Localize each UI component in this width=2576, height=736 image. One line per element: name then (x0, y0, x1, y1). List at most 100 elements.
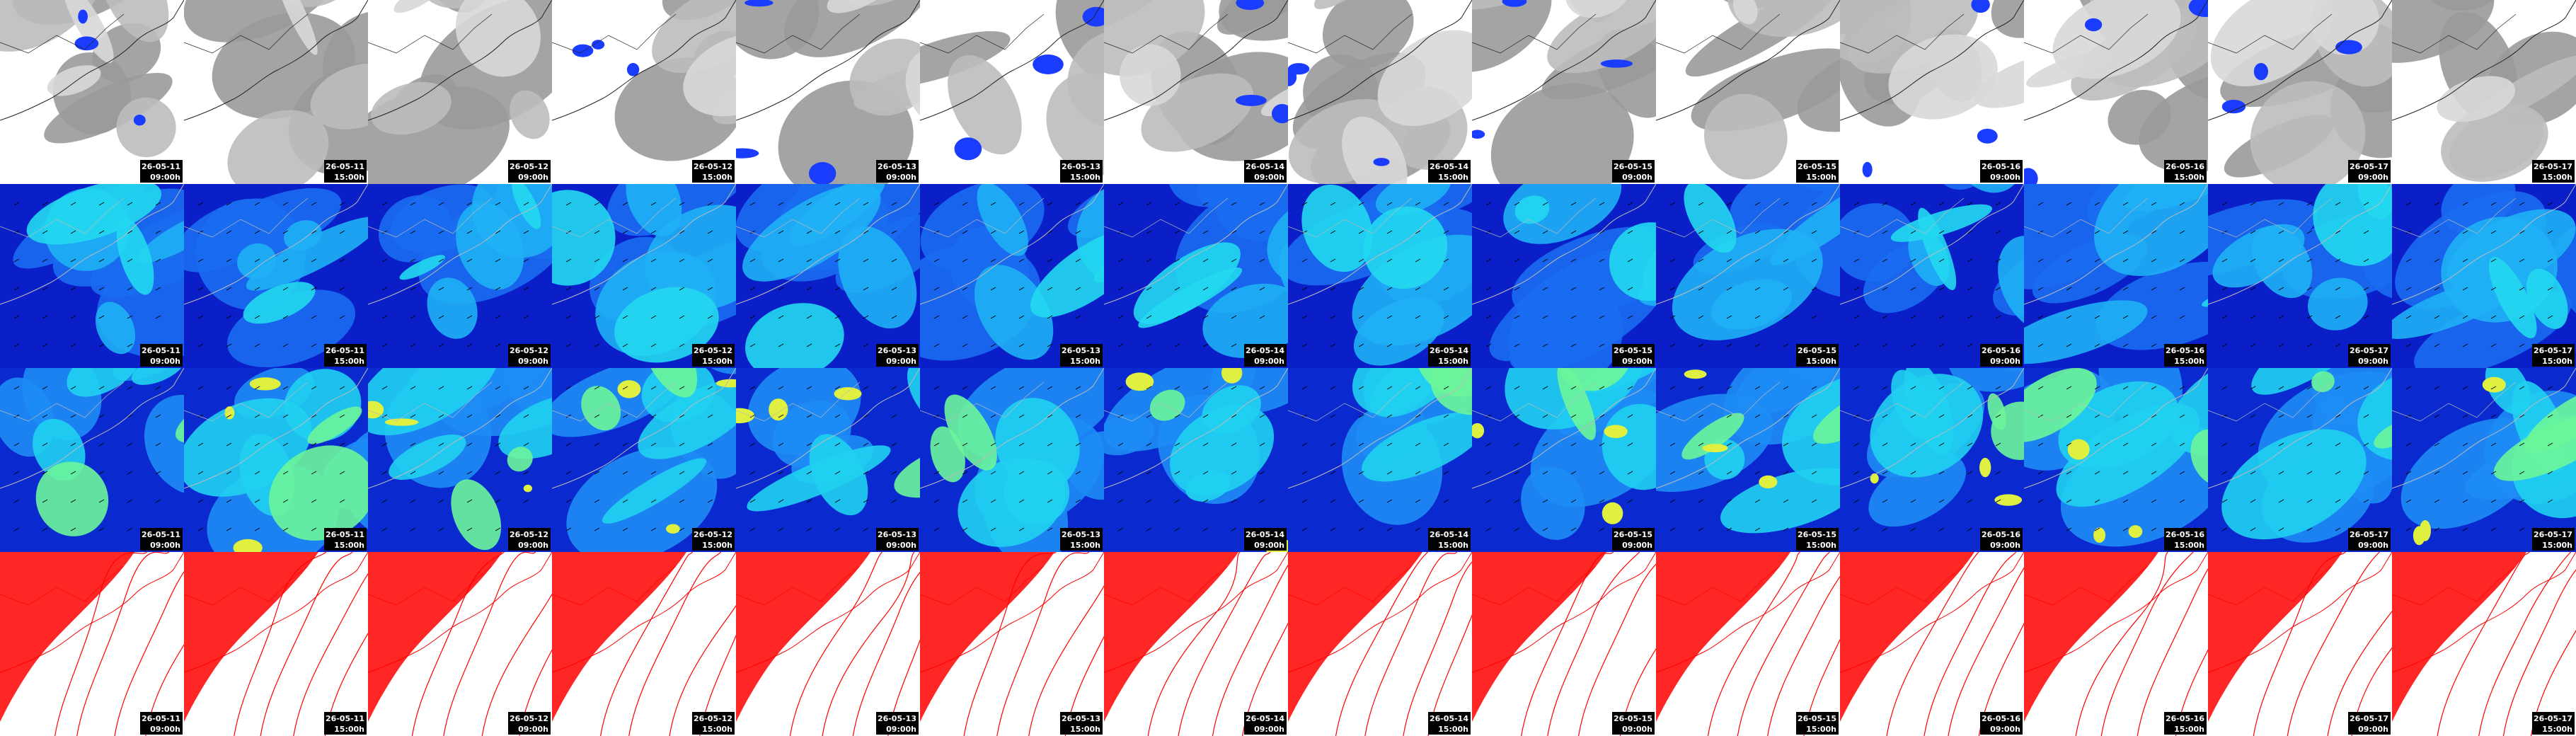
border (1472, 197, 1597, 238)
isobar (1064, 636, 1104, 736)
date-label: 26-05-15 (1798, 714, 1836, 723)
wind-barb (594, 258, 600, 263)
wind-barb (1882, 202, 1888, 206)
wind-barb (2037, 287, 2044, 291)
wind-barb (381, 258, 388, 263)
wind-barb (381, 202, 388, 206)
wind-barb (1627, 315, 1633, 319)
wind-barb (381, 414, 388, 418)
wind-barb (410, 258, 416, 263)
wind-barb (962, 230, 968, 234)
wind-barb (1301, 386, 1308, 390)
wind-barb (410, 499, 416, 503)
isobar (2253, 552, 2346, 736)
field-blob (2553, 225, 2576, 327)
border (2392, 381, 2517, 422)
time-label: 09:00h (1254, 541, 1284, 550)
wind-barb (2151, 499, 2157, 503)
wind-barb (311, 287, 317, 291)
wind-barb (2490, 258, 2497, 263)
intense-blob (2253, 62, 2269, 81)
wind-barb (1330, 442, 1336, 447)
border (1288, 13, 1413, 54)
wind-barb (2122, 386, 2129, 390)
wind-barb (2363, 442, 2369, 447)
wind-barb (2335, 287, 2341, 291)
wind-barb (2490, 527, 2497, 531)
time-label: 09:00h (150, 173, 180, 182)
wind-barb (13, 471, 20, 475)
coastline (184, 184, 368, 305)
dense-contours (2024, 552, 2158, 722)
intense-blob (744, 0, 774, 7)
border (1288, 197, 1413, 238)
wind-barb (495, 414, 501, 418)
coastline (2392, 0, 2576, 121)
wind-barb (1542, 471, 1548, 475)
wind-barb (891, 471, 897, 475)
wind-barb (1967, 386, 1973, 390)
wind-barb (863, 230, 869, 234)
time-label-box (140, 344, 183, 367)
time-label: 09:00h (886, 541, 916, 550)
border (1104, 565, 1229, 606)
wind-barb (2179, 386, 2185, 390)
coastline (1288, 368, 1472, 489)
time-label-box (2532, 344, 2575, 367)
date-label: 26-05-14 (1430, 162, 1468, 171)
wind-barb (2066, 230, 2072, 234)
wind-barb (1910, 414, 1916, 418)
wind-barb (1202, 527, 1209, 531)
date-label: 26-05-17 (2534, 714, 2572, 723)
wind-barb (1542, 442, 1548, 447)
isobar (852, 571, 920, 736)
wind-barb (2037, 414, 2044, 418)
wind-barb (495, 499, 501, 503)
wind-barb (1542, 202, 1548, 206)
time-label: 15:00h (1438, 173, 1468, 182)
wind-barb (466, 499, 473, 503)
dense-contours (1840, 552, 1974, 722)
wind-barb (650, 414, 657, 418)
wind-barb (1047, 414, 1053, 418)
wind-barb (1811, 386, 1817, 390)
wind-barb (13, 499, 20, 503)
date-label: 26-05-17 (2534, 162, 2572, 171)
wind-barb (2278, 471, 2284, 475)
time-label: 09:00h (2358, 541, 2388, 550)
field-blob (137, 207, 184, 263)
time-label: 09:00h (518, 357, 548, 366)
wind-barb (1754, 499, 1761, 503)
isobar (411, 552, 505, 736)
wind-barb (1117, 471, 1124, 475)
coastline (1288, 184, 1472, 305)
border (184, 381, 309, 422)
wind-barb (707, 287, 713, 291)
wind-barb (933, 315, 940, 319)
wind-barb (254, 315, 260, 319)
wind-barb (1754, 414, 1761, 418)
coastline (2392, 368, 2576, 489)
wind-barb (2221, 202, 2228, 206)
wind-barb (339, 471, 345, 475)
wind-barb (565, 414, 572, 418)
wind-barb (1754, 230, 1761, 234)
wind-barb (438, 258, 444, 263)
wind-barb (2306, 315, 2313, 319)
wind-barb (2066, 258, 2072, 263)
wind-barb (1811, 258, 1817, 263)
date-label: 26-05-13 (1062, 714, 1100, 723)
wind-barb (155, 287, 161, 291)
wind-barb (197, 442, 204, 447)
wind-barb (749, 414, 756, 418)
wind-barb (1443, 315, 1449, 319)
field-blob (1149, 389, 1185, 421)
time-label-box (876, 528, 919, 551)
date-label: 26-05-13 (1062, 346, 1100, 355)
tile-content (1288, 552, 1472, 736)
wind-barb (1514, 343, 1520, 347)
wind-barb (1783, 499, 1789, 503)
wind-barb (1018, 386, 1025, 390)
